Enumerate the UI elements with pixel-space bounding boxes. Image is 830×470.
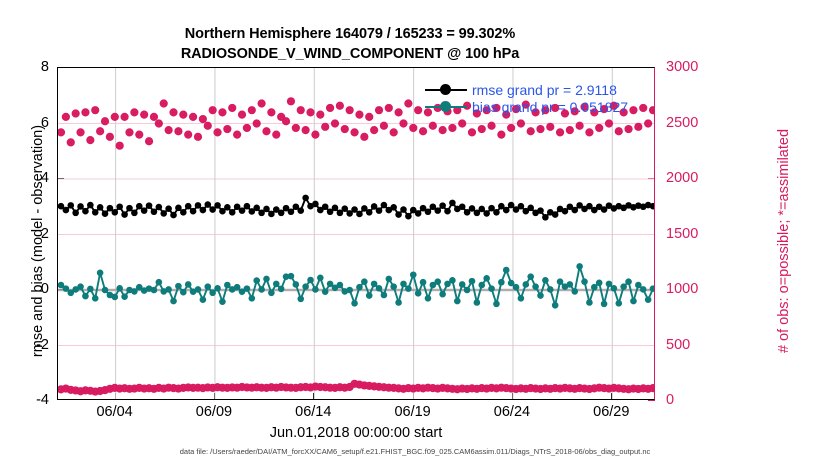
x-tick-label: 06/24 bbox=[493, 404, 531, 420]
legend-entry-rmse: rmse grand pr = 2.9118 bbox=[425, 82, 660, 99]
right-tick-label: 1000 bbox=[666, 281, 699, 297]
right-tick-label: 0 bbox=[666, 392, 675, 408]
x-tick-label: 06/19 bbox=[394, 404, 431, 420]
right-tick-label: 2000 bbox=[666, 170, 699, 186]
right-tick-label: 2500 bbox=[666, 114, 699, 131]
right-tick-label: 1500 bbox=[666, 225, 699, 242]
data-file-footer: data file: /Users/raeder/DAI/ATM_forcXX/… bbox=[179, 447, 651, 456]
x-axis-title: Jun.01,2018 00:00:00 start bbox=[269, 425, 443, 441]
right-axis-title: # of obs: o=possible; *=assimilated bbox=[776, 128, 792, 354]
legend: rmse grand pr = 2.9118 bias grand pr = 0… bbox=[425, 82, 660, 116]
x-tick-label: 06/29 bbox=[593, 404, 630, 420]
x-tick-label: 06/04 bbox=[96, 404, 133, 420]
legend-entry-bias: bias grand pr = 0.051827 bbox=[425, 99, 660, 116]
legend-label-rmse: rmse grand pr = 2.9118 bbox=[472, 82, 617, 98]
left-axis-title: rmse and bias (model - observation) bbox=[30, 124, 46, 358]
right-tick-mark bbox=[648, 400, 655, 401]
plot-area bbox=[57, 67, 655, 400]
plot-canvas bbox=[58, 68, 654, 399]
right-tick-label: 500 bbox=[666, 336, 691, 353]
legend-label-bias: bias grand pr = 0.051827 bbox=[472, 99, 629, 115]
x-tick-label: 06/14 bbox=[295, 404, 332, 420]
chart-title: Northern Hemisphere 164079 / 165233 = 99… bbox=[0, 24, 700, 64]
x-tick-label: 06/09 bbox=[195, 404, 233, 420]
title-line-2: RADIOSONDE_V_WIND_COMPONENT @ 100 hPa bbox=[180, 46, 520, 62]
title-line-1: Northern Hemisphere 164079 / 165233 = 99… bbox=[184, 26, 516, 42]
